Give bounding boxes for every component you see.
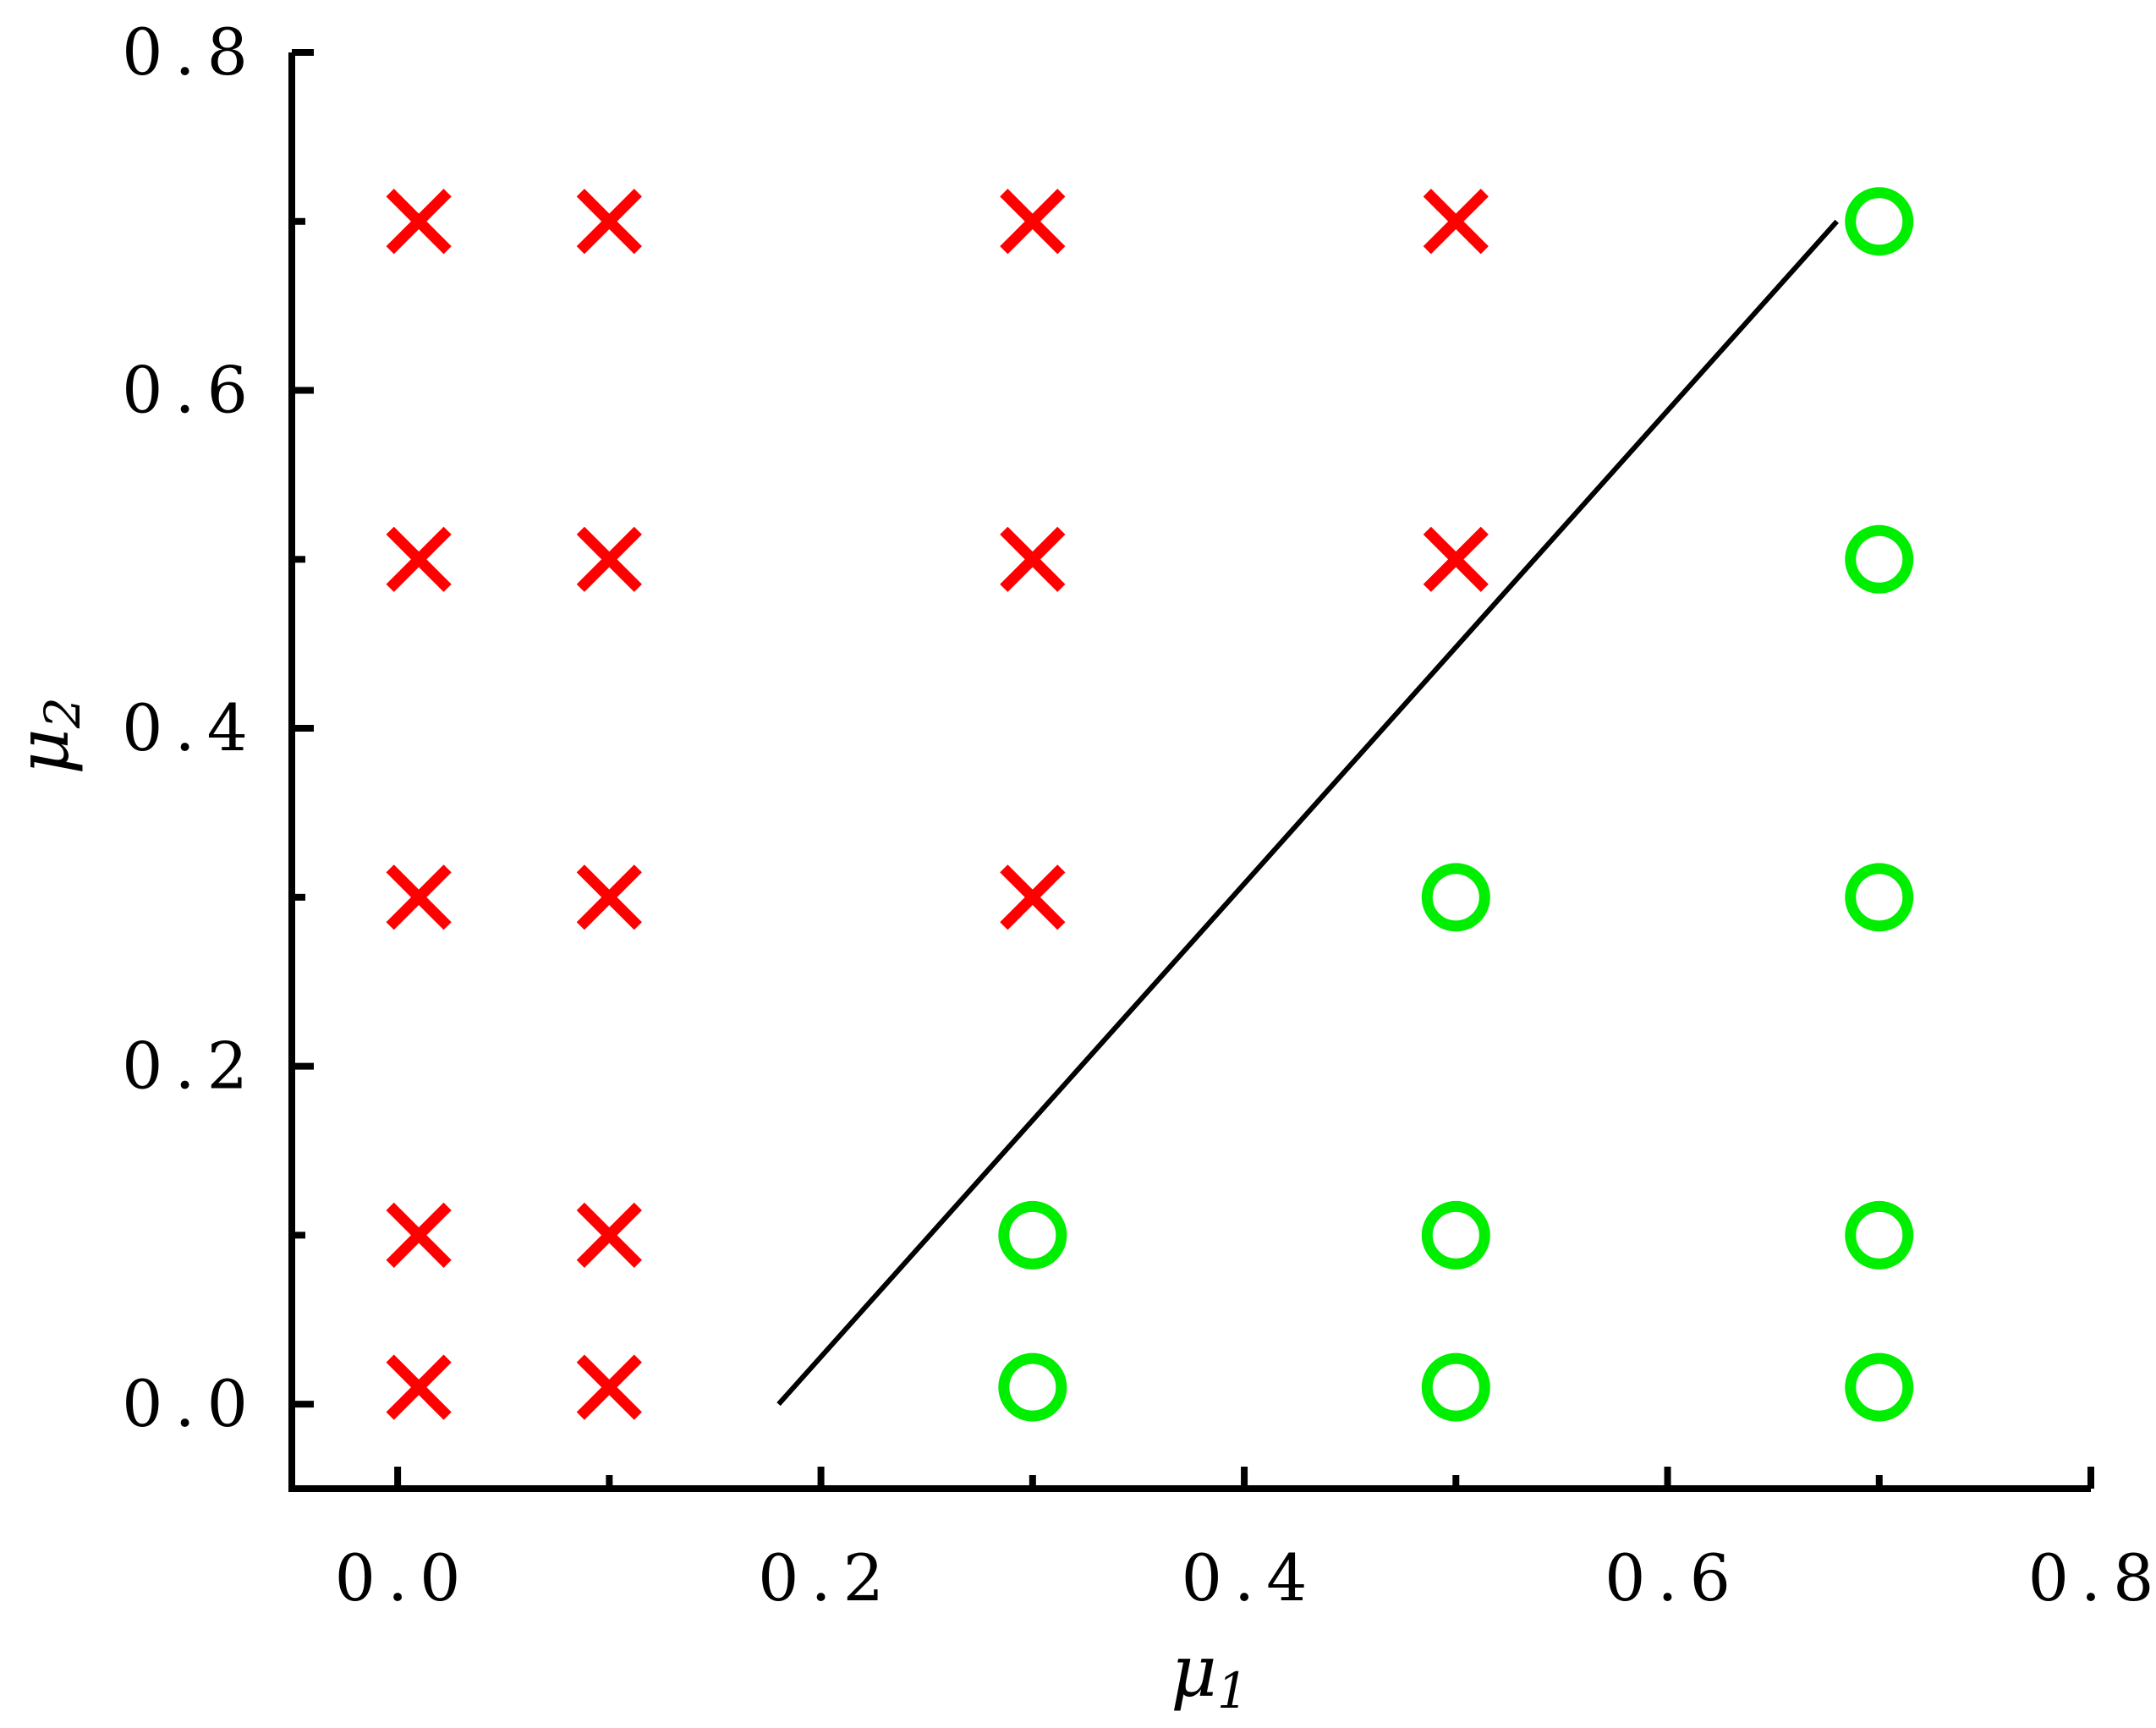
- y-tick-label: 0.0: [122, 1366, 260, 1441]
- circle-marker: [1421, 1352, 1490, 1422]
- circle-marker: [1845, 863, 1914, 932]
- boundary-lines: [776, 219, 1839, 1407]
- cross-stroke: [386, 864, 452, 930]
- cross-marker: [576, 1202, 642, 1268]
- x-axis-title: μ1: [1171, 1630, 1248, 1720]
- circle-marker: [1845, 524, 1914, 594]
- cross-marker: [1000, 189, 1066, 255]
- axes: [288, 52, 2091, 1492]
- circle-marker: [1421, 1200, 1490, 1270]
- cross-stroke: [1000, 189, 1066, 255]
- cross-marker: [576, 864, 642, 930]
- cross-marker: [576, 1354, 642, 1420]
- circle-marker: [998, 1352, 1067, 1422]
- x-tick-label: 0.4: [1182, 1540, 1319, 1616]
- cross-stroke: [576, 1354, 642, 1420]
- circle-marker: [1421, 863, 1490, 932]
- circle-marker: [1845, 187, 1914, 256]
- cross-stroke: [386, 1202, 452, 1268]
- tick-labels: 0.0 0.2 0.4 0.6 0.8 0.0 0.2 0.4 0.6 0.8: [122, 14, 2156, 1616]
- y-axis-title: μ2: [2, 697, 91, 775]
- cross-stroke: [576, 864, 642, 930]
- cross-stroke: [576, 189, 642, 255]
- cross-marker: [576, 189, 642, 255]
- cross-stroke: [1423, 189, 1489, 255]
- cross-stroke: [1000, 864, 1066, 930]
- cross-marker: [386, 864, 452, 930]
- cross-stroke: [576, 526, 642, 592]
- cross-marker: [386, 1354, 452, 1420]
- x-tick-label: 0.0: [335, 1540, 473, 1616]
- x-tick-label: 0.8: [2028, 1540, 2156, 1616]
- x-tick-label: 0.2: [758, 1540, 896, 1616]
- cross-stroke: [386, 1354, 452, 1420]
- cross-stroke: [1000, 526, 1066, 592]
- cross-marker: [1423, 189, 1489, 255]
- cross-marker: [386, 189, 452, 255]
- y-tick-label: 0.6: [122, 353, 260, 428]
- circle-marker: [1845, 1200, 1914, 1270]
- cross-marker: [1423, 526, 1489, 592]
- circle-marker: [1845, 1352, 1914, 1422]
- cross-stroke: [576, 1202, 642, 1268]
- cross-stroke: [386, 526, 452, 592]
- circle-marker: [998, 1200, 1067, 1270]
- cross-marker: [1000, 526, 1066, 592]
- cross-marker: [1000, 864, 1066, 930]
- cross-marker: [386, 526, 452, 592]
- markers: [386, 187, 1914, 1422]
- x-tick-label: 0.6: [1605, 1540, 1742, 1616]
- boundary-line: [776, 219, 1839, 1407]
- y-tick-label: 0.2: [122, 1029, 260, 1104]
- cross-stroke: [386, 189, 452, 255]
- y-tick-label: 0.4: [122, 690, 260, 765]
- y-tick-label: 0.8: [122, 14, 260, 90]
- cross-marker: [386, 1202, 452, 1268]
- cross-marker: [576, 526, 642, 592]
- ticks: [292, 49, 2094, 1489]
- cross-stroke: [1423, 526, 1489, 592]
